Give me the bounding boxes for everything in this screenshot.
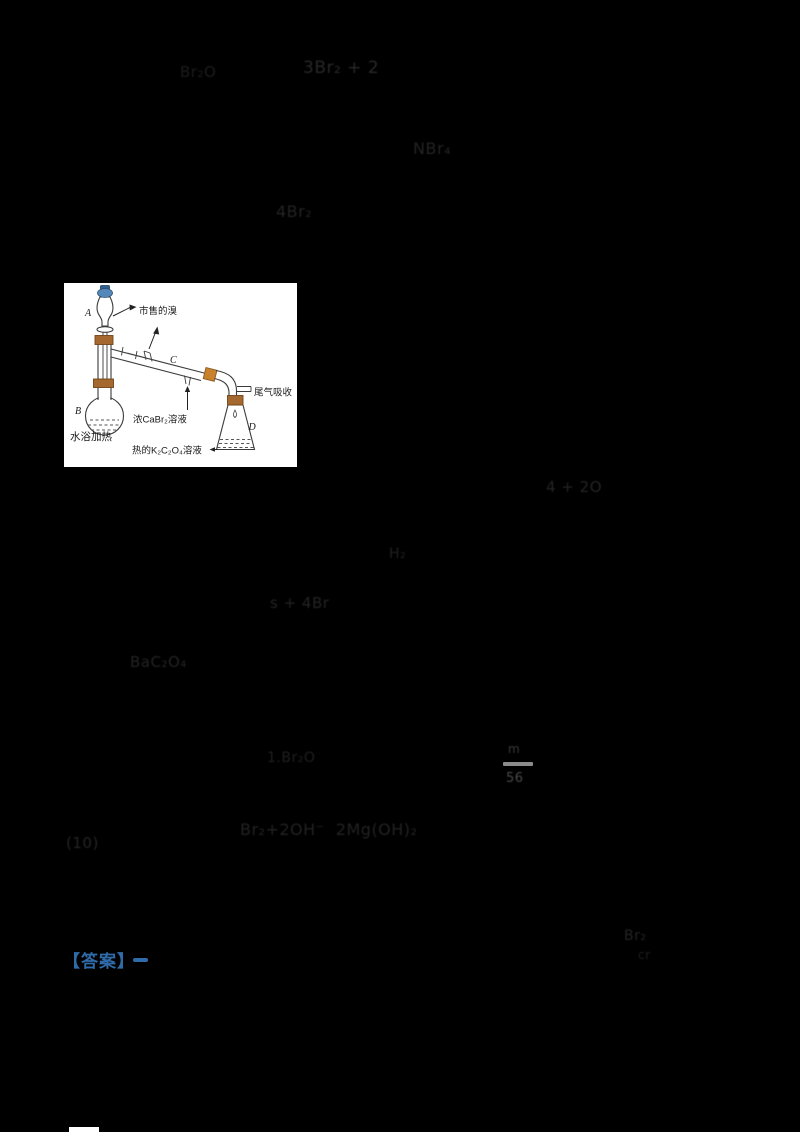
- cork-stopper-top: [94, 335, 114, 345]
- annotation-bromine: 市售的溴: [139, 305, 178, 317]
- ghost-text-fragment: NBr₄: [413, 139, 451, 158]
- annotation-k2c2o4-solution: 热的K₂C₂O₄溶液: [132, 445, 202, 457]
- ghost-text-fragment: 1.Br₂O: [267, 750, 316, 766]
- answer-label: 【答案】: [63, 952, 135, 972]
- ghost-fraction-bar: [503, 762, 533, 766]
- ghost-text-fragment: Br₂+2OH⁻ 2Mg(OH)₂: [240, 820, 418, 839]
- ghost-text-fragment: cr: [638, 948, 651, 962]
- ghost-text-fragment: 4Br₂: [276, 202, 313, 221]
- label-b: B: [75, 406, 81, 417]
- annotation-water-bath: 水浴加热: [70, 430, 112, 443]
- annotation-tail-gas: 尾气吸收: [254, 387, 293, 399]
- ghost-text-fragment: 4 + 2O: [546, 478, 602, 496]
- ghost-text-fragment: (10): [66, 834, 99, 852]
- ghost-text-fragment: Br₂O: [180, 63, 217, 81]
- ghost-text-fragment: BaC₂O₄: [130, 653, 187, 671]
- label-d: D: [248, 422, 257, 433]
- cork-stopper-receiver: [227, 395, 244, 406]
- answer-underline: [133, 958, 148, 962]
- label-a: A: [84, 308, 92, 319]
- apparatus-drawing: A B C D 市售的溴 浓CaBr₂溶液 水浴加热 尾气吸收 热的K₂C₂O₄…: [70, 285, 293, 457]
- cork-stopper-flask: [93, 378, 114, 388]
- annotation-cabr2-solution: 浓CaBr₂溶液: [133, 414, 187, 426]
- apparatus-diagram: A B C D 市售的溴 浓CaBr₂溶液 水浴加热 尾气吸收 热的K₂C₂O₄…: [64, 283, 297, 467]
- ghost-text-fragment: H₂: [389, 546, 407, 562]
- ghost-fraction-numerator: m: [508, 742, 521, 756]
- ghost-text-fragment: Br₂: [624, 928, 647, 944]
- ghost-text-fragment: 3Br₂ + 2: [303, 58, 380, 78]
- label-c: C: [170, 355, 177, 366]
- page-bottom-marker: [69, 1127, 99, 1132]
- ghost-text-fragment: s + 4Br: [270, 594, 330, 612]
- ghost-fraction-denominator: 56: [506, 771, 524, 786]
- funnel-cap: [97, 288, 113, 298]
- tube-connector: [202, 366, 218, 382]
